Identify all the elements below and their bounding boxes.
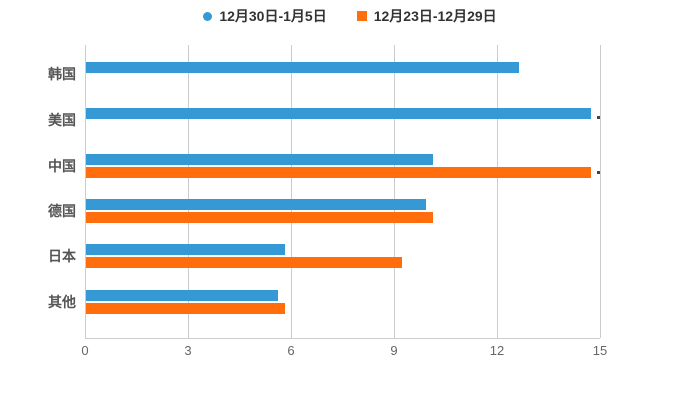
plot-area [85,45,601,339]
y-axis-label-韩国: 韩国 [48,66,76,82]
chart-legend: 12月30日-1月5日 12月23日-12月29日 [0,6,700,26]
bar-韩国-series0[interactable] [86,62,519,73]
x-axis-tick-12: 12 [489,343,505,358]
gridline-15 [600,45,601,338]
grid-mark [597,171,601,174]
grid-mark [597,116,601,119]
bar-中国-series0[interactable] [86,154,433,165]
bar-美国-series0[interactable] [86,108,591,119]
y-axis-label-中国: 中国 [48,158,76,174]
x-axis-tick-6: 6 [287,343,295,358]
gridline-12 [497,45,498,338]
legend-circle-icon [203,11,213,21]
y-axis-label-美国: 美国 [48,112,76,128]
bar-日本-series0[interactable] [86,244,286,255]
bar-德国-series1[interactable] [86,211,433,223]
bar-中国-series1[interactable] [86,167,591,178]
x-axis-tick-0: 0 [81,343,89,358]
legend-label: 12月23日-12月29日 [373,8,497,24]
legend-item-0[interactable]: 12月30日-1月5日 [203,6,327,26]
bar-德国-series0[interactable] [86,198,426,210]
gridline-9 [394,45,395,338]
legend-item-1[interactable]: 12月23日-12月29日 [356,6,497,26]
legend-label: 12月30日-1月5日 [219,8,327,24]
x-axis-tick-3: 3 [184,343,192,358]
gridline-0 [85,45,86,338]
legend-square-icon [356,11,367,21]
x-axis-tick-9: 9 [390,343,398,358]
x-axis-tick-15: 15 [592,343,608,358]
bar-日本-series1[interactable] [86,257,402,268]
y-axis-label-日本: 日本 [48,248,76,264]
gridline-6 [291,45,292,338]
y-axis-label-德国: 德国 [48,202,76,219]
bar-其他-series1[interactable] [86,303,286,314]
gridline-3 [188,45,189,338]
y-axis-label-其他: 其他 [48,294,76,310]
bar-其他-series0[interactable] [86,290,279,301]
